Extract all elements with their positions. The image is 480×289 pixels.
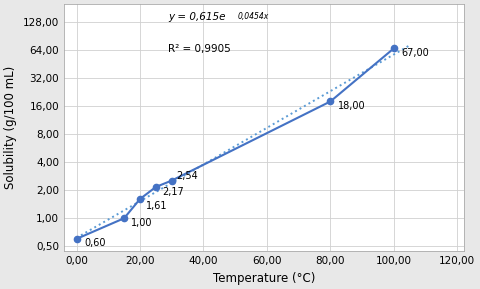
Text: y = 0,615e: y = 0,615e	[168, 12, 225, 22]
Text: 2,17: 2,17	[162, 187, 184, 197]
X-axis label: Temperature (°C): Temperature (°C)	[213, 272, 315, 285]
Y-axis label: Solubility (g/100 mL): Solubility (g/100 mL)	[4, 66, 17, 189]
Text: 0,60: 0,60	[84, 238, 106, 248]
Text: 2,54: 2,54	[177, 171, 198, 181]
Text: 18,00: 18,00	[338, 101, 366, 111]
Text: 1,61: 1,61	[146, 201, 168, 211]
Text: 67,00: 67,00	[402, 48, 430, 58]
Text: R² = 0,9905: R² = 0,9905	[168, 44, 230, 54]
Text: 0,0454x: 0,0454x	[238, 12, 269, 21]
Text: 1,00: 1,00	[131, 218, 152, 228]
